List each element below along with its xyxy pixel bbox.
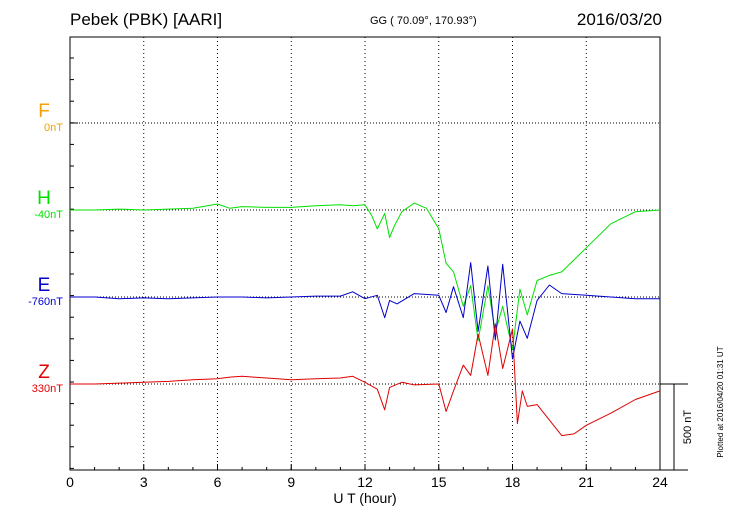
vertical-grid [143,37,587,470]
component-letter: E [38,275,51,296]
component-baseline: 0nT [44,122,63,134]
plotted-timestamp: Plotted at 2016/04/20 01:31 UT [716,346,725,457]
plot-date: 2016/03/20 [576,10,662,29]
series-lines [70,202,661,437]
x-tick-label: 18 [505,474,521,490]
component-baseline: -760nT [28,296,63,308]
x-tick-label: 12 [357,474,373,490]
x-tick-label: 3 [140,474,148,490]
series-e-line [70,262,660,360]
series-z-line [70,323,661,437]
x-axis-label: U T (hour) [333,490,396,506]
scale-bar-label: 500 nT [682,410,694,445]
component-baseline: 330nT [32,383,63,395]
x-tick-label: 9 [287,474,295,490]
x-tick-label: 6 [214,474,222,490]
x-tick-label: 15 [431,474,447,490]
series-h-line [70,202,661,350]
component-letter: H [37,188,51,209]
geographic-coordinates: GG ( 70.09°, 170.93°) [370,15,477,27]
x-axis-ticks: 0 3 6 9 12 15 18 21 24 [66,464,668,490]
component-letter: Z [38,362,50,383]
baseline-grid [70,57,660,469]
scale-bar: 500 nT [660,383,694,471]
x-tick-label: 21 [578,474,594,490]
station-title: Pebek (PBK) [AARI] [70,10,223,29]
x-tick-label: 0 [66,474,74,490]
component-baseline: -40nT [34,209,63,221]
component-letter: F [38,101,50,122]
x-tick-label: 24 [652,474,668,490]
